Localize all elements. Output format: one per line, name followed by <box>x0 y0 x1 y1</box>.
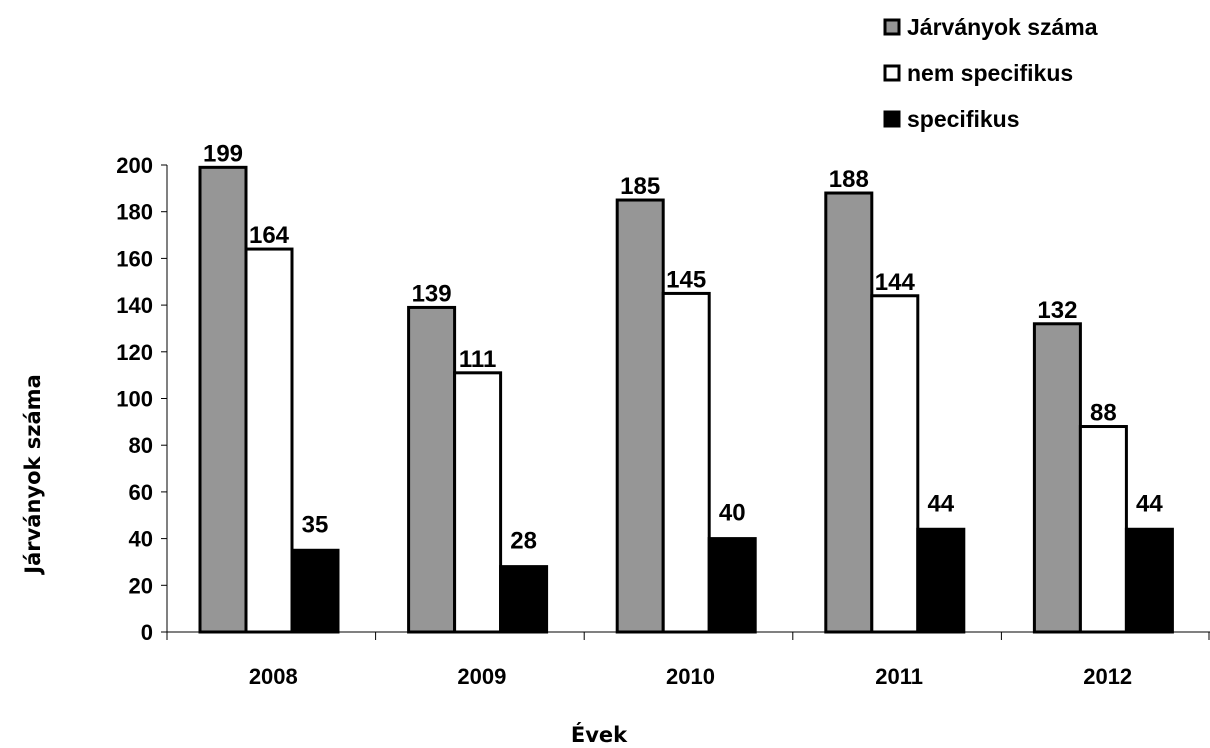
x-tick-label: 2009 <box>457 664 506 689</box>
legend-swatch-series-2 <box>883 110 901 128</box>
bar-2012-series-1 <box>1078 425 1128 634</box>
data-label-2008-series-1: 164 <box>249 222 290 249</box>
bar-2009-series-2 <box>499 565 549 634</box>
legend-label-series-2: specifikus <box>907 106 1020 132</box>
bar-2011-series-2 <box>916 527 966 634</box>
y-axis: 0 20 40 60 80 100 120 140 160 180 200 <box>116 153 168 645</box>
y-tick-label: 180 <box>116 200 153 225</box>
legend-swatch-series-1 <box>883 64 901 82</box>
bar-2011-series-0 <box>824 191 874 634</box>
y-tick-label: 140 <box>116 293 153 318</box>
y-axis-title: Járványok száma <box>21 374 45 576</box>
data-labels: 199 139 185 188 132 164 111 145 144 88 35 28 40 44 44 <box>203 140 1163 554</box>
bar-2010-series-1 <box>661 291 711 634</box>
legend-label-series-1: nem specifikus <box>907 60 1073 86</box>
y-tick-label: 120 <box>116 340 153 365</box>
data-label-2010-series-1: 145 <box>666 266 706 293</box>
y-tick-label: 0 <box>141 620 153 645</box>
y-tick-label: 40 <box>129 527 153 552</box>
x-tick-label: 2008 <box>249 664 298 689</box>
data-label-2008-series-0: 199 <box>203 140 243 167</box>
legend-label-series-0: Járványok száma <box>907 14 1098 40</box>
x-axis-title: Évek <box>571 722 628 743</box>
y-tick-label: 80 <box>129 433 153 458</box>
data-label-2010-series-0: 185 <box>620 173 660 200</box>
bar-2008-series-0 <box>198 165 248 634</box>
bar-2009-series-1 <box>453 371 503 634</box>
x-tick-label: 2010 <box>666 664 715 689</box>
bar-2010-series-2 <box>707 537 757 634</box>
data-label-2012-series-1: 88 <box>1090 400 1117 427</box>
data-label-2012-series-0: 132 <box>1037 297 1077 324</box>
y-tick-label: 100 <box>116 387 153 412</box>
bar-2009-series-0 <box>407 305 457 634</box>
data-label-2009-series-2: 28 <box>510 528 537 555</box>
x-tick-label: 2011 <box>875 664 923 689</box>
legend-swatch-series-0 <box>883 18 901 36</box>
bar-2010-series-0 <box>615 198 665 634</box>
data-label-2011-series-2: 44 <box>927 490 954 517</box>
bar-2012-series-0 <box>1032 322 1082 634</box>
data-label-2008-series-2: 35 <box>302 511 329 538</box>
legend: Járványok száma nem specifikus specifikus <box>883 14 1098 132</box>
y-tick-label: 60 <box>129 480 153 505</box>
x-tick-label: 2012 <box>1083 664 1132 689</box>
bar-2011-series-1 <box>870 294 920 634</box>
data-label-2011-series-1: 144 <box>875 269 916 296</box>
data-label-2010-series-2: 40 <box>719 500 746 527</box>
bar-2012-series-2 <box>1124 527 1174 634</box>
x-axis: 2008 2009 2010 2011 2012 <box>166 631 1210 689</box>
y-tick-label: 20 <box>129 573 153 598</box>
bar-2008-series-2 <box>290 548 340 634</box>
y-tick-label: 200 <box>116 153 153 178</box>
data-label-2009-series-0: 139 <box>412 280 452 307</box>
bars <box>198 165 1174 634</box>
y-tick-label: 160 <box>116 246 153 271</box>
data-label-2011-series-0: 188 <box>829 166 869 193</box>
bar-2008-series-1 <box>244 247 294 634</box>
data-label-2012-series-2: 44 <box>1136 490 1163 517</box>
data-label-2009-series-1: 111 <box>459 346 496 373</box>
